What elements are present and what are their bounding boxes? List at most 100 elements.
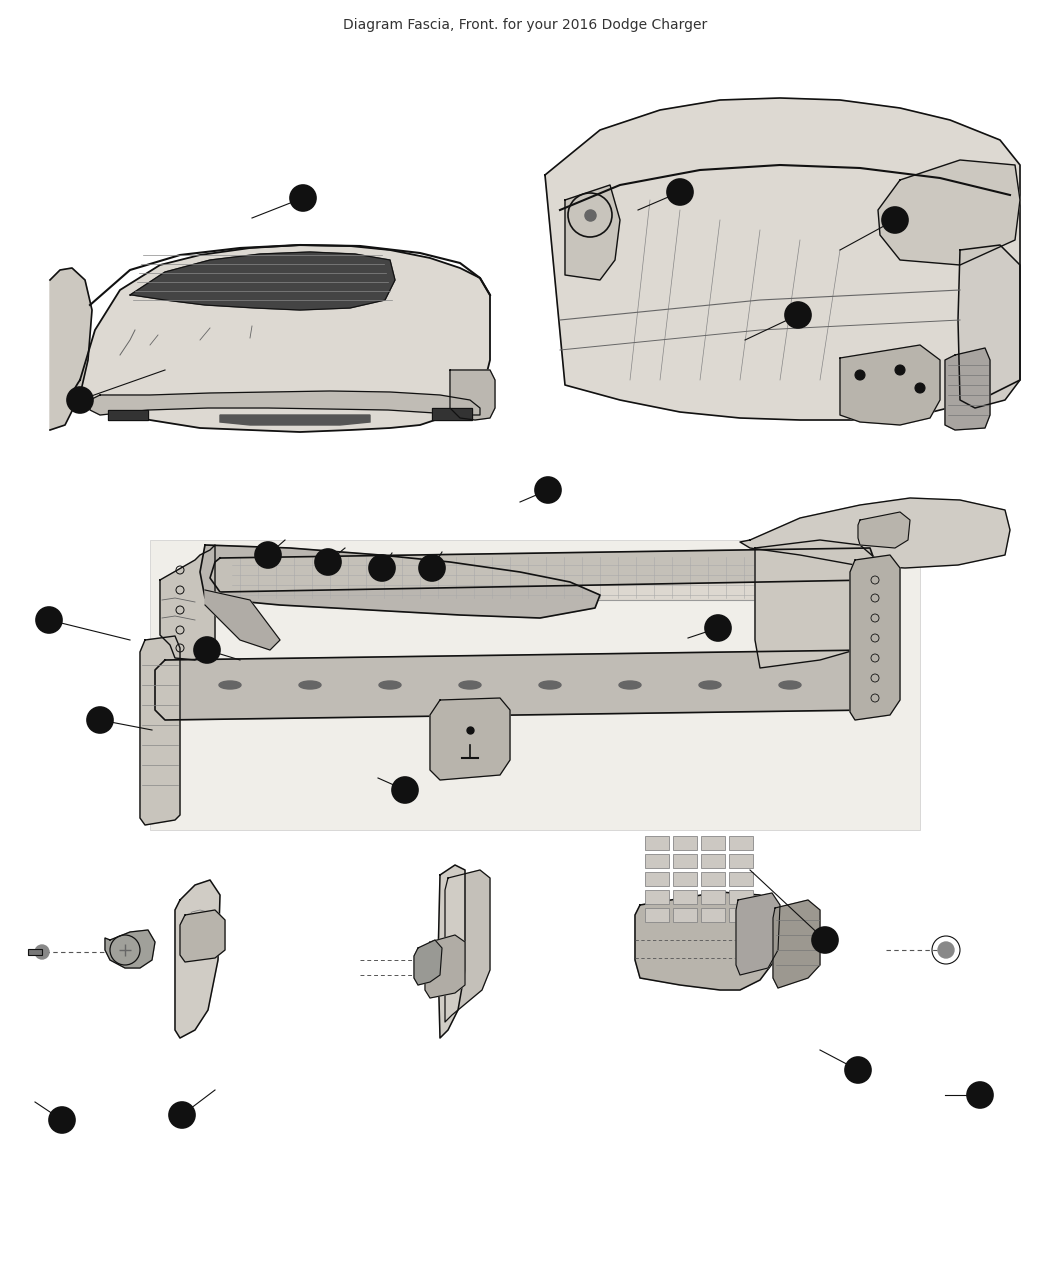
Polygon shape [90,391,480,414]
FancyBboxPatch shape [645,908,669,922]
Polygon shape [850,555,900,720]
Polygon shape [755,541,880,668]
FancyBboxPatch shape [729,908,753,922]
Circle shape [882,207,908,233]
Text: 15: 15 [92,714,108,727]
Polygon shape [635,892,780,989]
Text: 8: 8 [975,1088,985,1102]
Text: 18: 18 [540,483,555,496]
Circle shape [35,945,49,959]
Circle shape [855,370,865,380]
Ellipse shape [779,681,801,688]
Polygon shape [438,864,465,1038]
Ellipse shape [699,681,721,688]
Text: 1: 1 [76,393,84,407]
FancyBboxPatch shape [150,541,920,830]
Text: 7: 7 [854,1063,862,1077]
Ellipse shape [219,681,242,688]
Circle shape [845,1057,871,1082]
Circle shape [895,365,905,375]
Text: Diagram Fascia, Front. for your 2016 Dodge Charger: Diagram Fascia, Front. for your 2016 Dod… [343,18,707,32]
Circle shape [667,179,693,205]
FancyBboxPatch shape [673,908,697,922]
Polygon shape [773,900,820,988]
FancyBboxPatch shape [701,872,724,886]
Polygon shape [414,940,442,986]
Polygon shape [140,636,180,825]
Circle shape [169,1102,195,1128]
Polygon shape [878,159,1020,265]
Text: 14: 14 [41,613,57,626]
Polygon shape [105,929,155,968]
Circle shape [785,302,811,328]
Circle shape [915,382,925,393]
Polygon shape [175,880,220,1038]
Polygon shape [545,98,1020,419]
FancyBboxPatch shape [645,836,669,850]
FancyBboxPatch shape [28,949,42,955]
FancyBboxPatch shape [701,836,724,850]
Text: 12: 12 [424,561,440,575]
Circle shape [938,942,954,958]
Text: 16: 16 [200,644,215,657]
Ellipse shape [379,681,401,688]
FancyBboxPatch shape [230,555,760,601]
Polygon shape [565,185,620,280]
Polygon shape [430,697,510,780]
FancyBboxPatch shape [729,872,753,886]
Polygon shape [425,935,465,998]
Polygon shape [840,346,940,425]
Text: 16: 16 [397,784,413,797]
FancyBboxPatch shape [701,854,724,868]
FancyBboxPatch shape [645,854,669,868]
Polygon shape [75,245,490,432]
Ellipse shape [620,681,640,688]
Circle shape [315,550,341,575]
Polygon shape [155,650,880,720]
Circle shape [290,185,316,210]
Circle shape [705,615,731,641]
Text: 17: 17 [295,191,311,204]
Circle shape [255,542,281,567]
Circle shape [49,1107,75,1133]
Polygon shape [450,370,495,419]
FancyBboxPatch shape [673,854,697,868]
Ellipse shape [459,681,481,688]
Polygon shape [210,548,875,592]
Circle shape [36,607,62,632]
FancyBboxPatch shape [701,908,724,922]
Text: 16: 16 [710,621,726,635]
Circle shape [967,1082,993,1108]
FancyBboxPatch shape [701,890,724,904]
Circle shape [536,477,561,504]
Polygon shape [740,499,1010,567]
Circle shape [419,555,445,581]
Polygon shape [160,544,215,660]
Ellipse shape [299,681,321,688]
Text: 9: 9 [264,548,272,562]
FancyBboxPatch shape [729,836,753,850]
FancyBboxPatch shape [729,890,753,904]
FancyBboxPatch shape [645,872,669,886]
Text: 6: 6 [58,1113,66,1127]
FancyBboxPatch shape [673,872,697,886]
FancyBboxPatch shape [673,836,697,850]
Polygon shape [130,252,395,310]
Polygon shape [108,411,148,419]
Text: 5: 5 [177,1108,187,1122]
Polygon shape [180,910,225,963]
Polygon shape [50,268,92,430]
Polygon shape [220,414,370,425]
Polygon shape [432,408,472,419]
Text: 2: 2 [821,933,830,947]
FancyBboxPatch shape [645,890,669,904]
FancyBboxPatch shape [729,854,753,868]
Polygon shape [445,870,490,1023]
Polygon shape [200,544,600,618]
Polygon shape [945,348,990,430]
Polygon shape [958,245,1020,408]
Text: 11: 11 [374,561,390,575]
Polygon shape [858,513,910,548]
Circle shape [812,927,838,952]
Polygon shape [205,590,280,650]
